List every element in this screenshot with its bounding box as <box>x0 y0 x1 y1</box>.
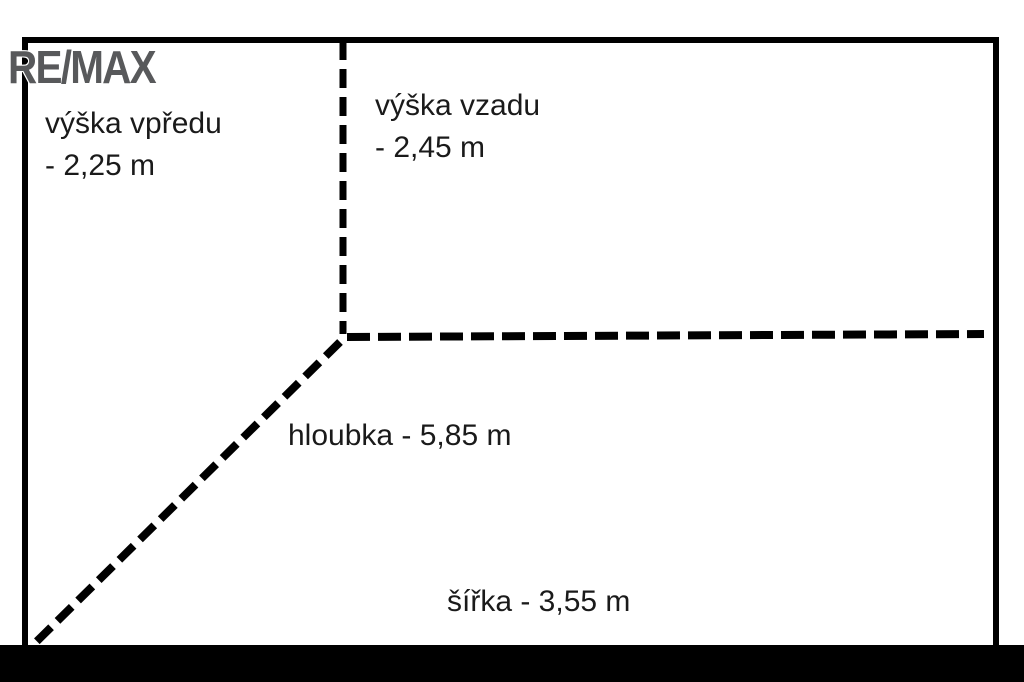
horizontal-dashed-line <box>346 330 985 341</box>
label-depth: hloubka - 5,85 m <box>288 419 512 452</box>
label-height-front: výška vpředu - 2,25 m <box>45 103 222 187</box>
diagonal-dashed-line <box>25 339 343 653</box>
label-height-back-name: výška vzadu <box>375 89 541 122</box>
label-height-back-value: - 2,45 m <box>375 131 486 164</box>
label-height-front-name: výška vpředu <box>45 107 222 140</box>
label-height-back: výška vzadu - 2,45 m <box>375 85 540 169</box>
label-height-front-value: - 2,25 m <box>45 149 156 182</box>
remax-logo: RE/MAX <box>8 41 157 93</box>
label-width: šířka - 3,55 m <box>447 585 631 618</box>
bottom-black-bar <box>0 645 1024 682</box>
